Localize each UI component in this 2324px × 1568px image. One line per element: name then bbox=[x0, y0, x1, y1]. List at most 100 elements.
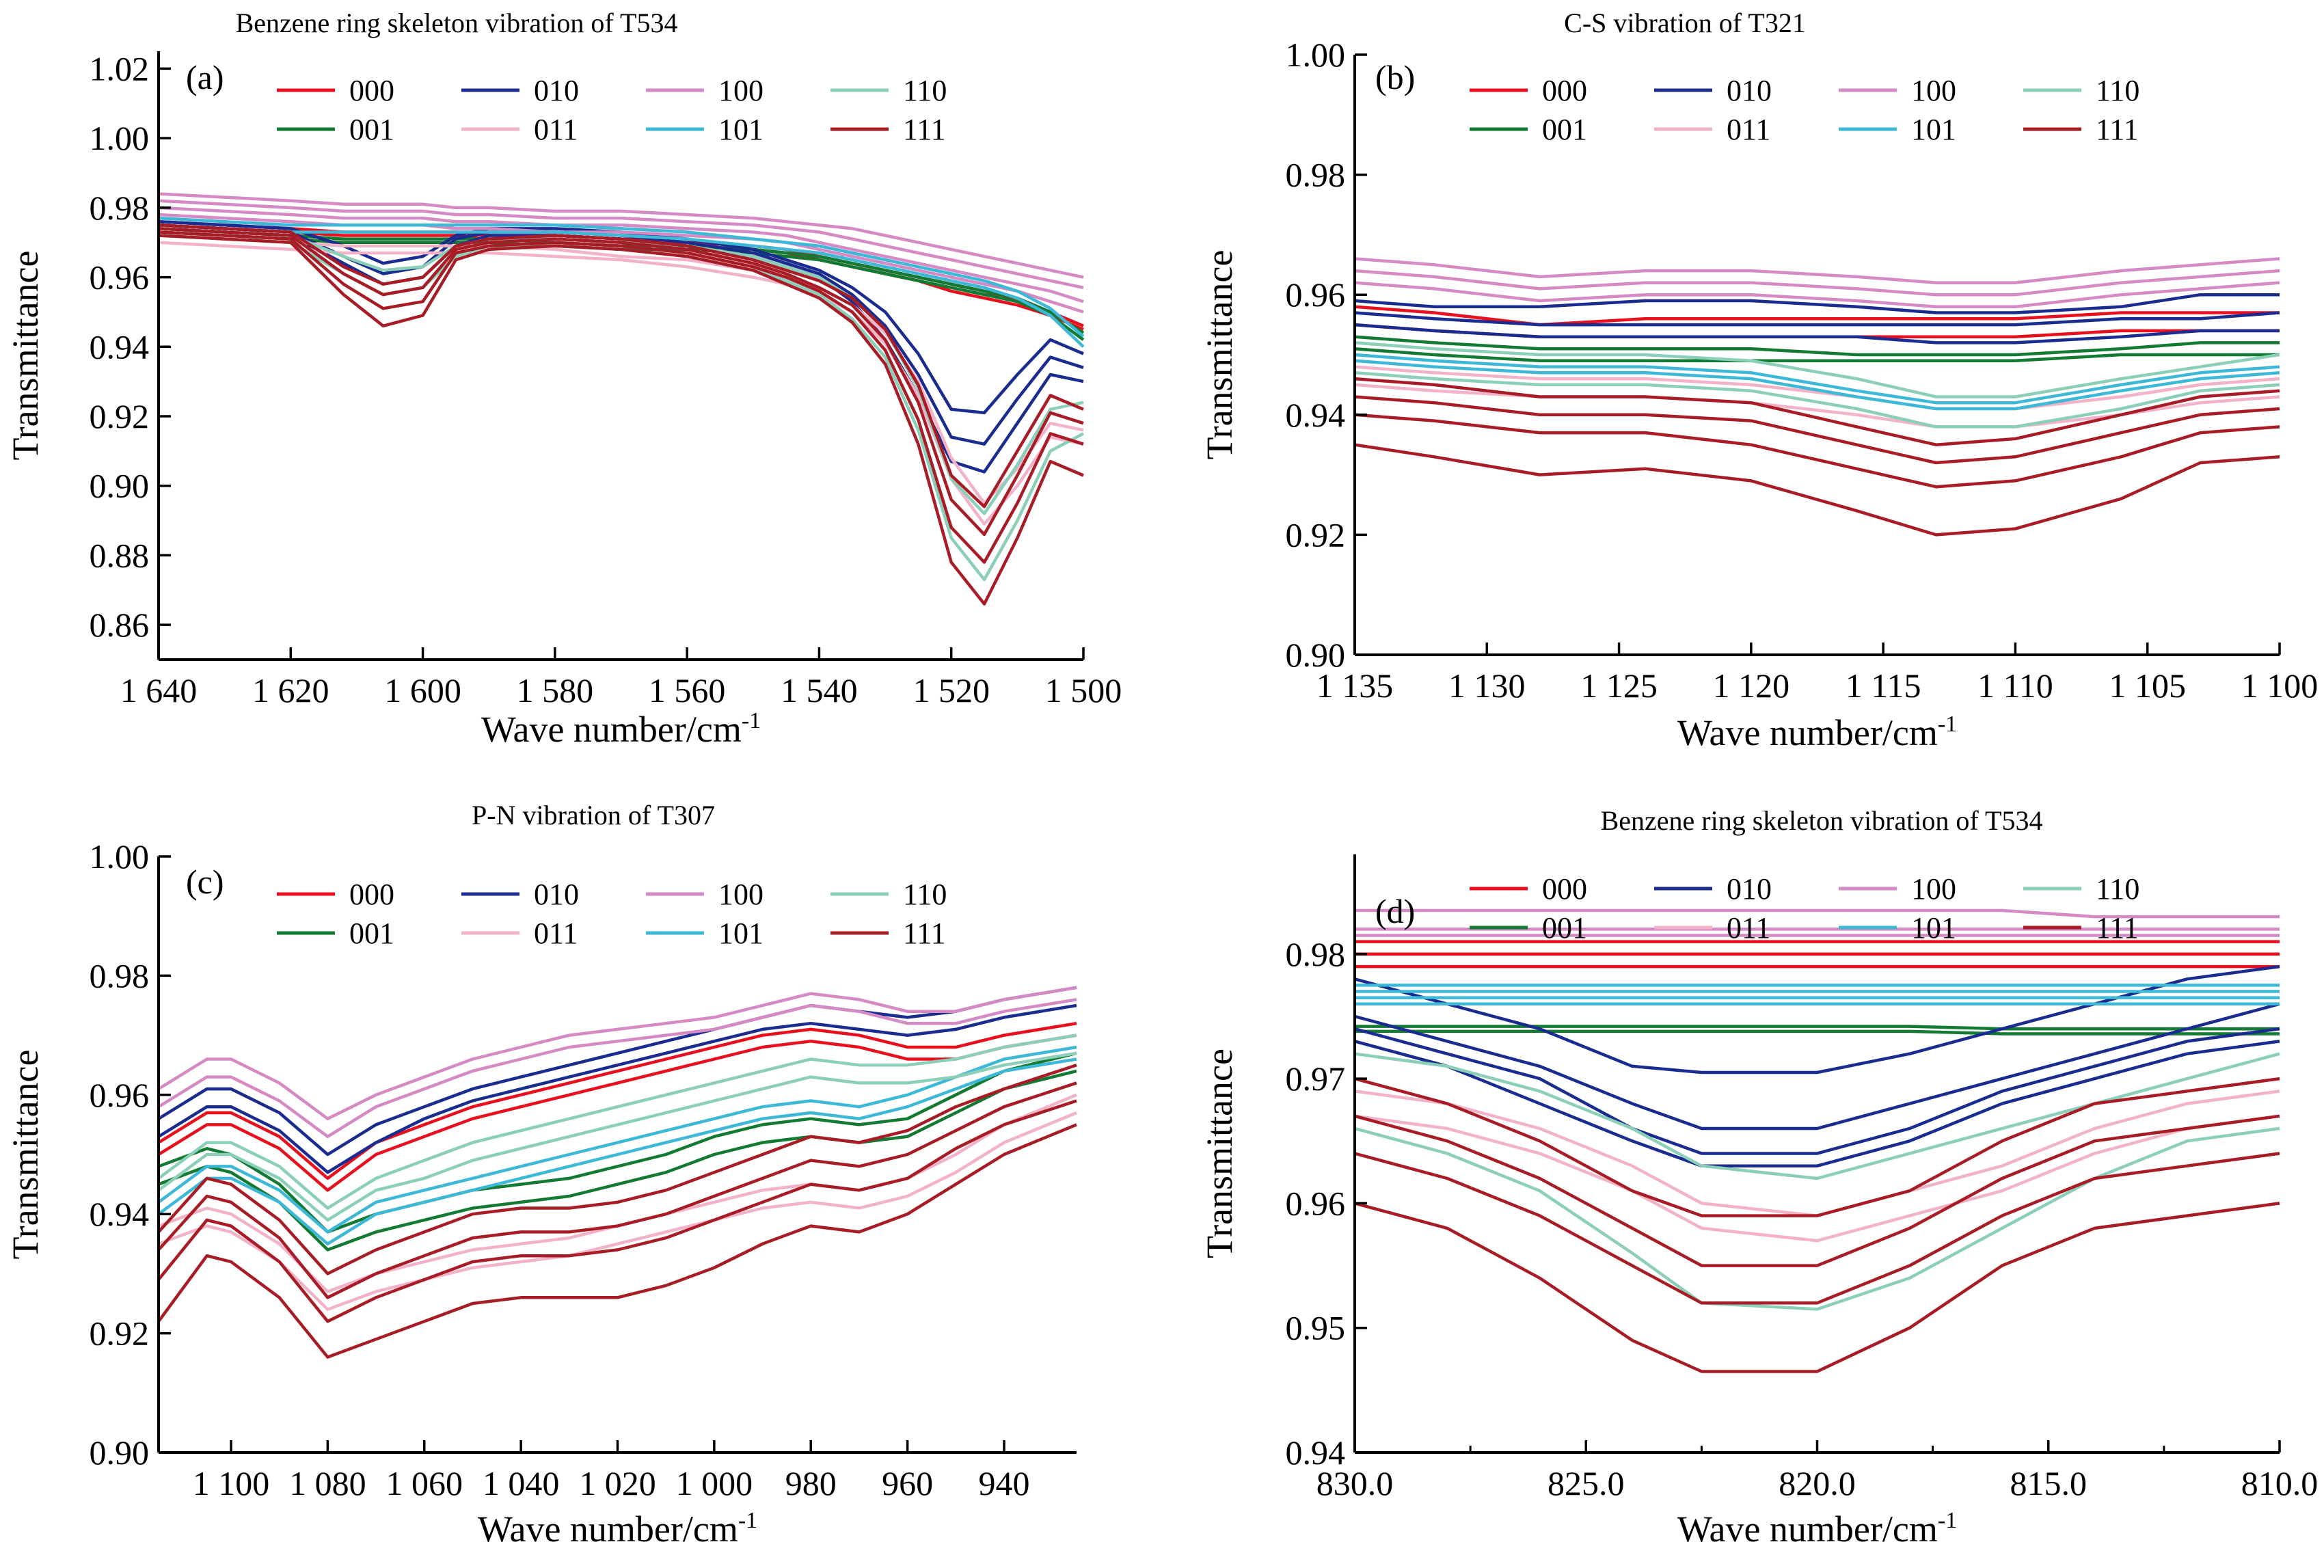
legend-label-110: 110 bbox=[2096, 74, 2139, 107]
x-tick-label: 940 bbox=[978, 1464, 1029, 1502]
series-line-010 bbox=[158, 227, 1084, 474]
legend-label-001: 001 bbox=[1542, 911, 1587, 945]
series-line-011 bbox=[1354, 383, 2280, 429]
y-tick-label: 0.98 bbox=[90, 189, 150, 227]
y-axis-label: Transmittance bbox=[1199, 250, 1240, 460]
panel-letter: (c) bbox=[186, 863, 224, 901]
series-line-111 bbox=[157, 1123, 1077, 1359]
y-tick-label: 0.94 bbox=[1286, 1433, 1346, 1472]
y-tick-label: 1.02 bbox=[90, 49, 150, 87]
x-tick-label: 1 000 bbox=[676, 1464, 753, 1502]
series-line-111 bbox=[157, 1064, 1077, 1275]
legend-label-001: 001 bbox=[349, 113, 394, 146]
legend-label-010: 010 bbox=[1727, 74, 1772, 107]
panel-letter: (a) bbox=[186, 58, 224, 96]
x-tick-label: 1 120 bbox=[1713, 666, 1790, 705]
panel-c: P-N vibration of T307 1 100 1 080 1 060 1 0… bbox=[5, 800, 1077, 1550]
x-axis-label: Wave number/cm-1 bbox=[1677, 1508, 1957, 1550]
series-line-111 bbox=[1354, 413, 2280, 489]
series-line-110 bbox=[158, 227, 1084, 515]
series-lines bbox=[1354, 908, 2280, 1373]
x-axis-label: Wave number/cm-1 bbox=[481, 708, 761, 750]
x-tick-label: 1 020 bbox=[579, 1464, 656, 1502]
legend-label-100: 100 bbox=[718, 878, 764, 911]
y-tick-label: 0.96 bbox=[1286, 275, 1346, 314]
series-lines bbox=[157, 986, 1077, 1359]
series-line-110 bbox=[1354, 341, 2280, 398]
x-tick-label: 1 115 bbox=[1846, 666, 1921, 705]
legend-label-000: 000 bbox=[349, 878, 394, 911]
y-tick-label: 0.95 bbox=[1286, 1309, 1346, 1347]
x-tick-label: 1 105 bbox=[2109, 666, 2186, 705]
series-line-111 bbox=[157, 1081, 1077, 1299]
x-tick-label: 1 620 bbox=[252, 671, 329, 709]
x-axis-label-superscript: -1 bbox=[1938, 1508, 1957, 1533]
x-tick-label: 1 130 bbox=[1448, 666, 1526, 705]
series-line-010 bbox=[1354, 323, 2280, 344]
series-line-011 bbox=[158, 234, 1084, 505]
series-line-100 bbox=[158, 206, 1084, 303]
y-tick-label: 0.98 bbox=[90, 956, 150, 995]
x-tick-label: 1 080 bbox=[289, 1464, 366, 1502]
y-axis-label: Transmittance bbox=[1199, 1049, 1240, 1258]
series-line-111 bbox=[1354, 1114, 2280, 1267]
x-tick-label: 980 bbox=[785, 1464, 837, 1502]
y-axis-label: Transmittance bbox=[5, 1050, 46, 1260]
y-tick-label: 0.90 bbox=[1286, 636, 1346, 674]
legend-label-101: 101 bbox=[718, 113, 764, 146]
series-line-010 bbox=[1354, 1002, 2280, 1131]
series-line-100 bbox=[1354, 257, 2280, 284]
series-line-010 bbox=[157, 1003, 1077, 1174]
legend-label-000: 000 bbox=[1542, 872, 1587, 906]
series-line-101 bbox=[157, 1057, 1077, 1246]
legend-label-100: 100 bbox=[1911, 872, 1956, 906]
series-line-011 bbox=[158, 241, 1084, 526]
series-line-110 bbox=[1354, 1126, 2280, 1311]
series-line-010 bbox=[1354, 293, 2280, 314]
series-lines bbox=[158, 192, 1085, 606]
legend-label-010: 010 bbox=[534, 878, 579, 911]
y-tick-label: 0.90 bbox=[90, 1433, 150, 1472]
legend-label-011: 011 bbox=[1727, 113, 1770, 146]
x-axis-label-text: Wave number/cm bbox=[1677, 712, 1938, 753]
legend-label-001: 001 bbox=[1542, 113, 1587, 146]
y-tick-label: 1.00 bbox=[90, 119, 150, 157]
x-tick-label: 1 040 bbox=[483, 1464, 560, 1502]
legend-label-011: 011 bbox=[1727, 911, 1770, 945]
x-tick-label: 1 100 bbox=[193, 1464, 270, 1502]
legend-label-100: 100 bbox=[718, 74, 764, 107]
series-line-100 bbox=[157, 998, 1077, 1139]
series-lines bbox=[1354, 257, 2280, 537]
x-axis-label-text: Wave number/cm bbox=[481, 709, 742, 750]
panel-title: C-S vibration of T321 bbox=[1564, 8, 1806, 38]
series-line-111 bbox=[158, 224, 1084, 509]
y-tick-label: 0.94 bbox=[90, 327, 150, 366]
x-axis-label-text: Wave number/cm bbox=[1677, 1509, 1938, 1550]
x-axis-label: Wave number/cm-1 bbox=[1677, 712, 1957, 753]
series-line-010 bbox=[1354, 1027, 2280, 1155]
y-tick-label: 0.96 bbox=[1286, 1184, 1346, 1222]
legend-label-011: 011 bbox=[534, 917, 578, 950]
series-line-111 bbox=[1354, 395, 2280, 465]
series-line-100 bbox=[1354, 269, 2280, 297]
series-line-010 bbox=[157, 986, 1077, 1157]
legend: 000 010 100 110 001 011 101 111 bbox=[1470, 872, 2139, 945]
series-line-111 bbox=[1354, 1077, 2280, 1217]
legend: 000 010 100 110 001 011 101 111 bbox=[1470, 74, 2139, 146]
x-axis-label-superscript: -1 bbox=[1938, 712, 1957, 737]
series-line-010 bbox=[1354, 1040, 2280, 1167]
series-line-001 bbox=[1355, 1029, 2280, 1036]
legend-label-100: 100 bbox=[1911, 74, 1956, 107]
series-line-101 bbox=[1354, 353, 2280, 405]
series-line-010 bbox=[1354, 311, 2280, 327]
panel-b: C-S vibration of T321 1 135 1 130 1 125 1 1… bbox=[1199, 8, 2318, 753]
legend-label-000: 000 bbox=[1542, 74, 1587, 107]
x-tick-label: 820.0 bbox=[1779, 1464, 1856, 1502]
legend-label-011: 011 bbox=[534, 113, 578, 146]
series-line-110 bbox=[157, 1033, 1077, 1210]
y-tick-label: 0.88 bbox=[90, 536, 150, 574]
series-line-000 bbox=[157, 1033, 1077, 1192]
series-line-001 bbox=[158, 1051, 1077, 1234]
x-tick-label: 1 540 bbox=[781, 671, 858, 709]
